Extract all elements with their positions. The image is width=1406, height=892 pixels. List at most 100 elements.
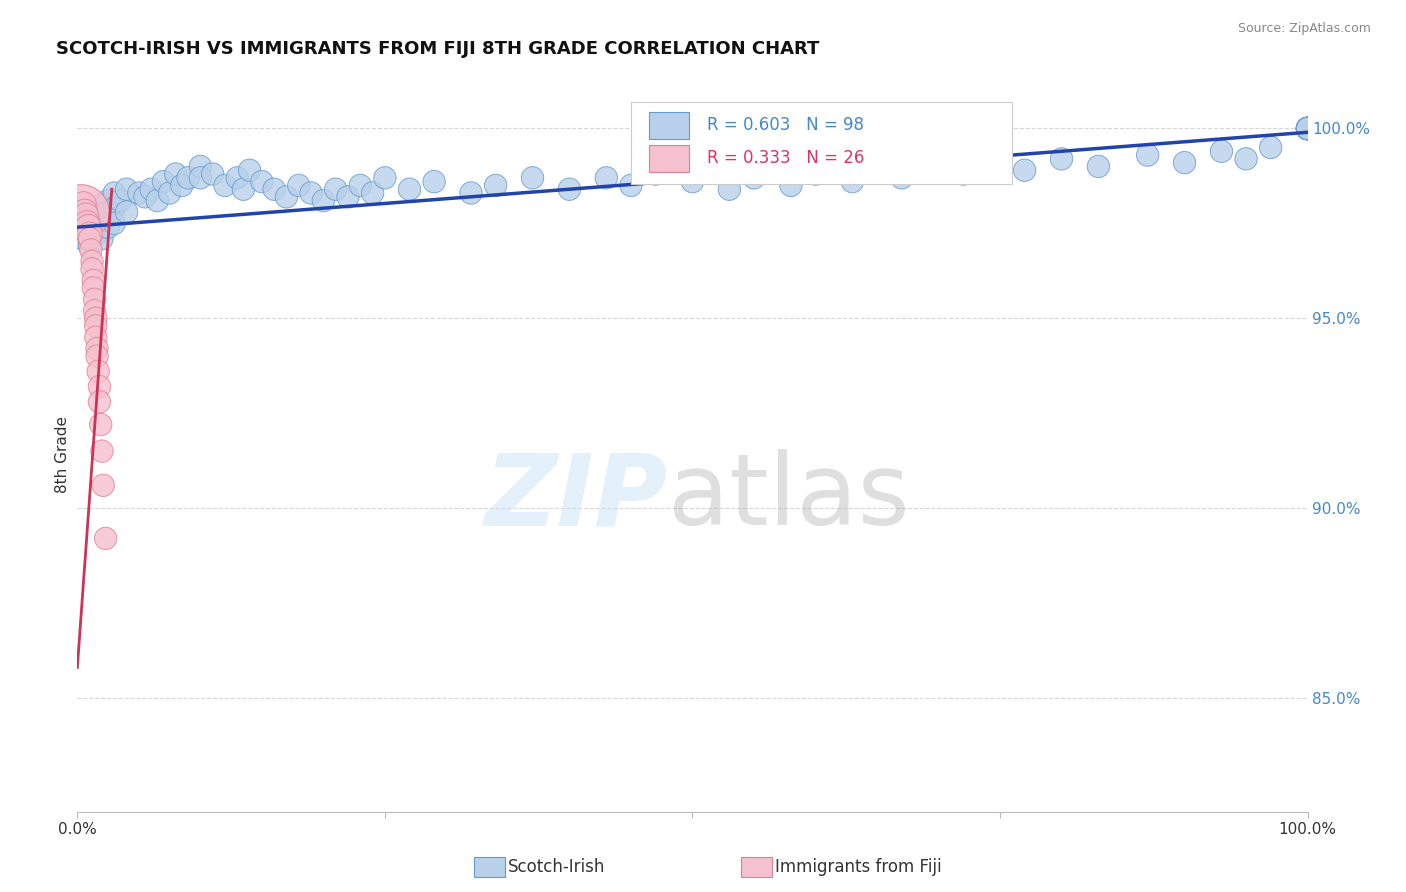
Point <box>110 194 132 208</box>
Point <box>170 178 193 193</box>
Point <box>1234 152 1257 166</box>
Point <box>232 182 254 196</box>
Point <box>84 205 107 219</box>
Point <box>188 160 212 174</box>
Point <box>91 478 114 492</box>
Text: ZIP: ZIP <box>485 450 668 546</box>
Point <box>460 186 482 200</box>
Point <box>239 163 262 178</box>
FancyBboxPatch shape <box>631 102 1012 184</box>
Point <box>780 178 803 193</box>
Point <box>72 216 94 230</box>
Point <box>288 178 311 193</box>
Point <box>82 281 104 295</box>
Point <box>1296 121 1319 136</box>
Point <box>90 231 114 245</box>
Point <box>75 209 97 223</box>
Point <box>1174 155 1197 169</box>
Text: SCOTCH-IRISH VS IMMIGRANTS FROM FIJI 8TH GRADE CORRELATION CHART: SCOTCH-IRISH VS IMMIGRANTS FROM FIJI 8TH… <box>56 40 820 58</box>
Point <box>134 190 156 204</box>
Point <box>374 170 396 185</box>
Point <box>89 394 111 409</box>
Point <box>70 205 93 219</box>
Point <box>1296 121 1319 136</box>
Point <box>1296 121 1319 136</box>
Point <box>146 194 169 208</box>
Point <box>1296 121 1319 136</box>
Y-axis label: 8th Grade: 8th Grade <box>55 417 70 493</box>
Point <box>620 178 643 193</box>
Point <box>1296 121 1319 136</box>
Point <box>80 243 103 257</box>
Point <box>644 167 666 181</box>
Point <box>79 216 101 230</box>
Point <box>77 220 100 235</box>
Point <box>1296 121 1319 136</box>
Text: atlas: atlas <box>668 450 910 546</box>
Point <box>595 170 617 185</box>
Point <box>1296 121 1319 136</box>
Point <box>90 220 114 235</box>
Point <box>1296 121 1319 136</box>
Point <box>890 170 912 185</box>
Point <box>1296 121 1319 136</box>
Point <box>188 170 212 185</box>
Point <box>952 167 974 181</box>
Text: R = 0.333   N = 26: R = 0.333 N = 26 <box>707 149 865 167</box>
Point <box>337 190 360 204</box>
Point <box>79 239 101 253</box>
Point <box>128 186 150 200</box>
Point <box>1296 121 1319 136</box>
Point <box>201 167 224 181</box>
Point <box>115 182 138 196</box>
Point <box>361 186 384 200</box>
Point <box>83 293 105 307</box>
Point <box>90 444 114 458</box>
Point <box>1296 121 1319 136</box>
Point <box>152 175 174 189</box>
Point <box>866 163 889 178</box>
Bar <box>650 145 689 171</box>
Point <box>165 167 187 181</box>
Point <box>83 303 105 318</box>
Point <box>718 182 741 196</box>
Point <box>1296 121 1319 136</box>
Point <box>1211 145 1233 159</box>
Point <box>90 417 112 432</box>
Text: Immigrants from Fiji: Immigrants from Fiji <box>775 858 942 876</box>
Point <box>72 197 94 211</box>
Point <box>276 190 298 204</box>
Point <box>103 216 125 230</box>
Point <box>682 175 704 189</box>
Point <box>522 170 544 185</box>
Point <box>177 170 200 185</box>
Point <box>94 532 117 546</box>
Point <box>988 155 1011 169</box>
Point <box>325 182 347 196</box>
Bar <box>650 112 689 139</box>
Point <box>1296 121 1319 136</box>
Point <box>928 160 950 174</box>
Point <box>226 170 249 185</box>
Point <box>79 231 101 245</box>
Point <box>90 209 114 223</box>
Point <box>103 186 125 200</box>
Point <box>1136 148 1159 162</box>
Point <box>79 227 101 242</box>
Point <box>79 209 101 223</box>
Point <box>423 175 446 189</box>
Point <box>1087 160 1109 174</box>
Point <box>97 220 120 235</box>
Point <box>1050 152 1073 166</box>
Point <box>1014 163 1036 178</box>
Point <box>250 175 273 189</box>
Text: Source: ZipAtlas.com: Source: ZipAtlas.com <box>1237 22 1371 36</box>
Point <box>82 273 104 287</box>
Point <box>82 254 104 268</box>
Point <box>84 330 107 344</box>
Point <box>82 261 104 276</box>
Point <box>485 178 508 193</box>
Point <box>115 205 138 219</box>
Point <box>1296 121 1319 136</box>
Point <box>79 227 101 242</box>
